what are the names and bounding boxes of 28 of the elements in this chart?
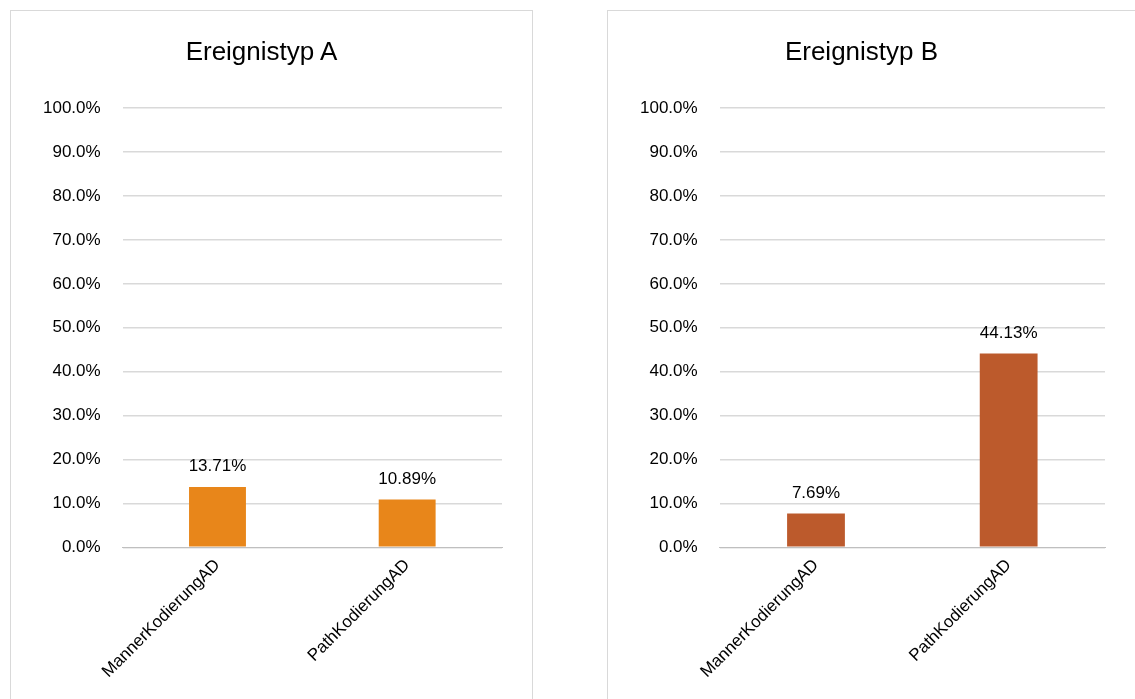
y-tick-label: 10.0%	[649, 493, 698, 513]
y-tick-label: 80.0%	[649, 185, 698, 205]
data-label: 44.13%	[979, 322, 1038, 342]
y-tick-label: 100.0%	[639, 97, 698, 117]
y-tick-label: 60.0%	[52, 273, 101, 293]
data-label: 7.69%	[791, 482, 841, 502]
y-tick-label: 40.0%	[649, 361, 698, 381]
y-tick-label: 70.0%	[649, 229, 698, 249]
y-tick-label: 0.0%	[658, 537, 698, 556]
y-tick-label: 20.0%	[52, 449, 101, 469]
chart-title: Ereignistyp B	[784, 35, 939, 66]
y-tick-label: 10.0%	[52, 493, 101, 513]
data-label: 10.89%	[378, 468, 436, 488]
y-tick-label: 80.0%	[52, 185, 101, 205]
y-tick-label: 60.0%	[649, 273, 698, 293]
y-tick-label: 90.0%	[52, 141, 101, 161]
y-tick-label: 90.0%	[649, 141, 698, 161]
y-tick-label: 30.0%	[52, 405, 101, 425]
y-tick-label: 70.0%	[52, 229, 101, 249]
y-tick-label: 100.0%	[42, 97, 101, 117]
y-tick-label: 30.0%	[649, 405, 698, 425]
y-tick-label: 20.0%	[649, 449, 698, 469]
y-tick-label: 50.0%	[52, 317, 101, 337]
y-tick-label: 50.0%	[649, 317, 698, 337]
chart-title: Ereignistyp A	[185, 35, 339, 66]
y-tick-label: 0.0%	[61, 537, 101, 556]
data-label: 13.71%	[188, 456, 247, 476]
y-tick-label: 40.0%	[52, 361, 101, 381]
